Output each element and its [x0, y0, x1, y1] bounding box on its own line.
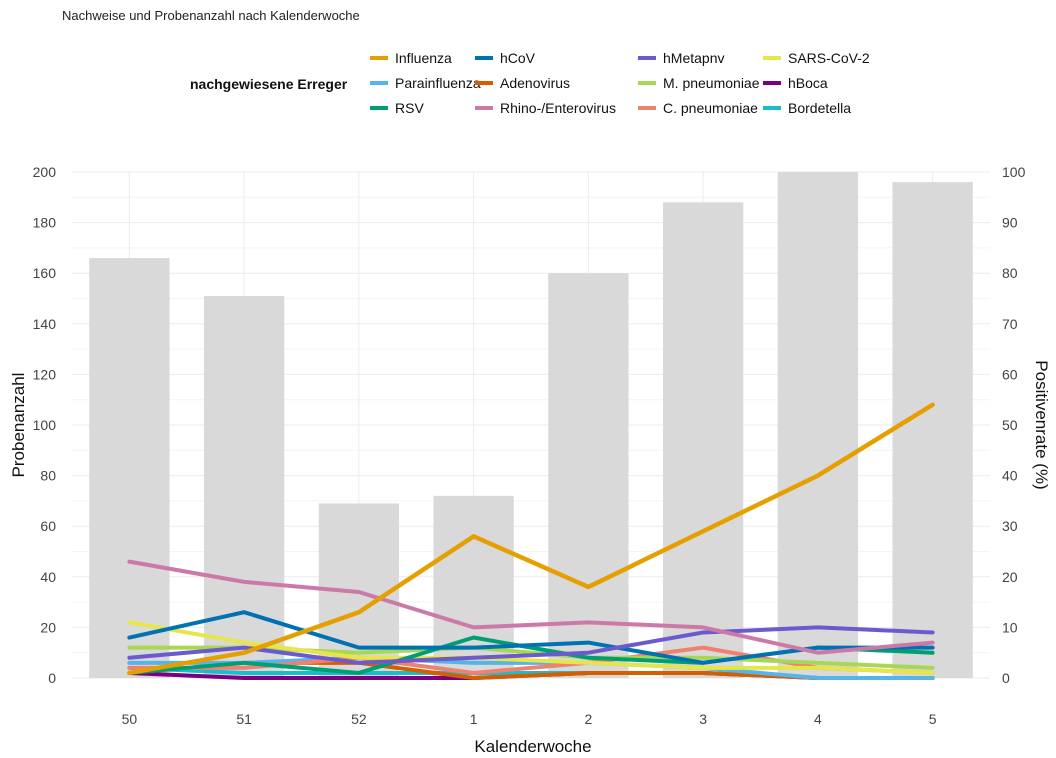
legend-swatch: [638, 56, 656, 60]
x-tick: 50: [122, 711, 138, 727]
bar-4: [777, 172, 859, 678]
y-tick-right: 20: [1002, 569, 1018, 585]
legend-swatch: [638, 106, 656, 110]
legend-item-hcov: hCoV: [475, 48, 535, 68]
series-line-hmetapnv: [127, 625, 935, 665]
y-axis-title-left: Probenanzahl: [9, 373, 28, 478]
legend-label: M. pneumoniae: [663, 75, 760, 91]
y-tick-right: 80: [1002, 265, 1018, 281]
bar-50: [89, 258, 170, 678]
legend-item-hmetapnv: hMetapnv: [638, 48, 724, 68]
legend-swatch: [370, 56, 388, 60]
legend-swatch: [370, 81, 388, 85]
legend-swatch: [475, 81, 493, 85]
y-tick-left: 0: [48, 670, 56, 686]
x-axis-title: Kalenderwoche: [474, 737, 591, 756]
y-tick-left: 160: [33, 265, 57, 281]
y-tick-left: 100: [33, 417, 57, 433]
y-tick-left: 180: [33, 215, 57, 231]
y-tick-left: 80: [40, 468, 56, 484]
y-ticks-right: 0 10 20 30 40 50 60 70 80 90 100: [1002, 164, 1026, 686]
y-tick-right: 90: [1002, 215, 1018, 231]
legend-swatch: [763, 81, 781, 85]
legend-item-sars-cov-2: SARS-CoV-2: [763, 48, 870, 68]
x-tick: 51: [236, 711, 252, 727]
bar-2: [548, 273, 629, 678]
x-tick: 3: [699, 711, 707, 727]
y-tick-left: 140: [33, 316, 57, 332]
bar-51: [203, 295, 285, 678]
legend-item-adenovirus: Adenovirus: [475, 73, 570, 93]
y-tick-left: 40: [40, 569, 56, 585]
y-tick-right: 50: [1002, 417, 1018, 433]
legend-item-bordetella: Bordetella: [763, 98, 851, 118]
legend-swatch: [475, 56, 493, 60]
y-tick-right: 30: [1002, 518, 1018, 534]
legend-label: hMetapnv: [663, 50, 725, 66]
legend-item-m-pneumoniae: M. pneumoniae: [638, 73, 760, 93]
legend-label: hCoV: [500, 50, 536, 66]
legend-item-influenza: Influenza: [370, 48, 452, 68]
series-line-parainfluenza: [127, 655, 935, 680]
x-tick: 5: [929, 711, 937, 727]
y-tick-left: 20: [40, 619, 56, 635]
y-tick-right: 0: [1002, 670, 1010, 686]
x-tick: 4: [814, 711, 822, 727]
x-tick: 1: [470, 711, 478, 727]
y-tick-left: 200: [33, 164, 57, 180]
y-tick-left: 60: [40, 518, 56, 534]
y-tick-right: 40: [1002, 468, 1018, 484]
legend-label: hBoca: [788, 75, 828, 91]
legend-swatch: [638, 81, 656, 85]
x-tick: 2: [584, 711, 592, 727]
legend-swatch: [475, 106, 493, 110]
y-ticks-left: 0 20 40 60 80 100 120 140 160 180 200: [33, 164, 57, 686]
legend-item-parainfluenza: Parainfluenza: [370, 73, 481, 93]
y-tick-right: 100: [1002, 164, 1026, 180]
legend-swatch: [370, 106, 388, 110]
legend-label: C. pneumoniae: [663, 100, 758, 116]
y-tick-right: 70: [1002, 316, 1018, 332]
legend-swatch: [763, 106, 781, 110]
legend-item-c-pneumoniae: C. pneumoniae: [638, 98, 758, 118]
chart-title: Nachweise und Probenanzahl nach Kalender…: [62, 8, 360, 23]
legend-item-rsv: RSV: [370, 98, 424, 118]
legend-title: nachgewiesene Erreger: [190, 76, 348, 92]
y-axis-title-right: Positivenrate (%): [1032, 360, 1051, 489]
y-tick-left: 120: [33, 366, 57, 382]
bar-5: [892, 182, 973, 678]
legend-label: Rhino-/Enterovirus: [500, 100, 616, 116]
legend-item-hboca: hBoca: [763, 73, 828, 93]
lines: [127, 402, 935, 680]
legend-label: RSV: [395, 100, 424, 116]
legend-swatch: [763, 56, 781, 60]
legend-label: Adenovirus: [500, 75, 571, 91]
legend-label: Bordetella: [788, 100, 852, 116]
legend-label: SARS-CoV-2: [788, 50, 870, 66]
legend-label: Parainfluenza: [395, 75, 481, 91]
series-line-influenza: [127, 402, 935, 676]
y-tick-right: 10: [1002, 619, 1018, 635]
bar-3: [662, 202, 744, 679]
x-ticks: 50 51 52 1 2 3 4 5: [122, 711, 937, 727]
series-line-rhino-enterovirus: [127, 559, 935, 655]
legend-item-rhino-enterovirus: Rhino-/Enterovirus: [475, 98, 616, 118]
legend-label: Influenza: [395, 50, 452, 66]
legend: nachgewiesene Erreger Influenza Parainflu…: [190, 48, 890, 123]
y-tick-right: 60: [1002, 366, 1018, 382]
x-tick: 52: [351, 711, 367, 727]
